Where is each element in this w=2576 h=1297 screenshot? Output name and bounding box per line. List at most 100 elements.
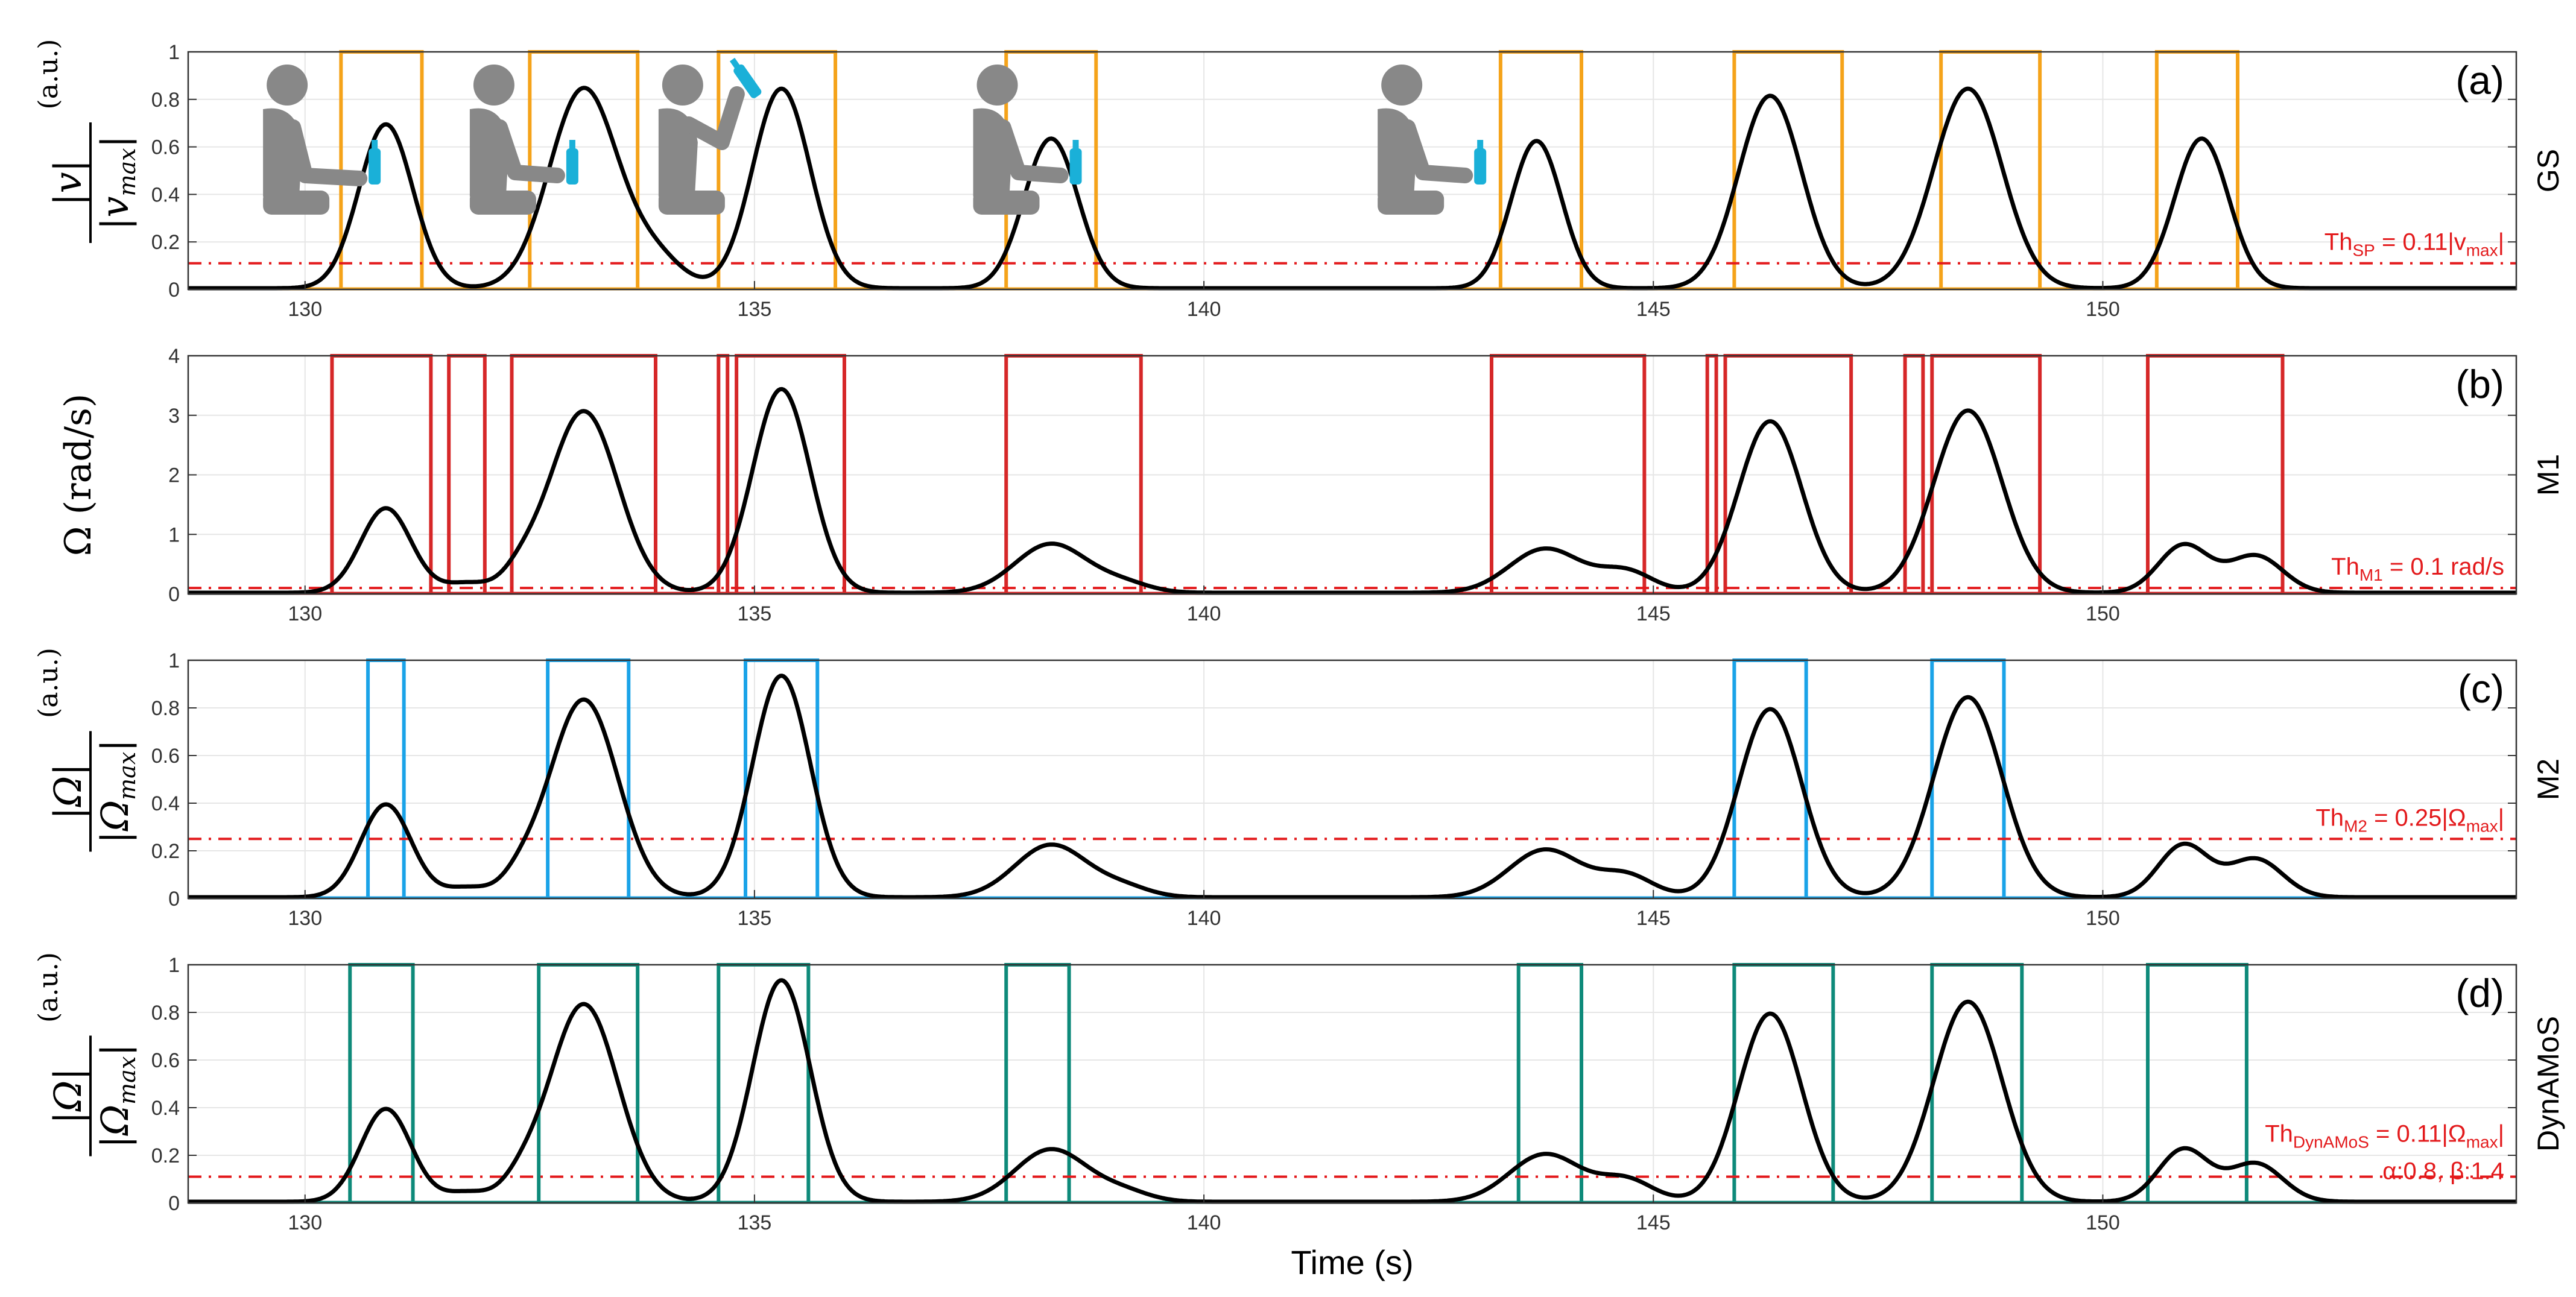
ytick-label: 0.8	[151, 697, 180, 720]
x-axis-label: Time (s)	[1291, 1243, 1413, 1281]
person-arm	[1400, 119, 1473, 183]
text-span: |	[2498, 1121, 2504, 1147]
text-span: |	[2498, 804, 2504, 831]
text-span: = 0.11|Ω	[2369, 1121, 2466, 1147]
xtick-label: 135	[738, 1211, 772, 1234]
panel-method-label: M2	[2531, 759, 2565, 800]
bottle-cap	[569, 140, 575, 150]
ytick-label: 1	[168, 523, 180, 546]
threshold-label: ThM2 = 0.25|Ωmax|	[2315, 804, 2504, 835]
axes-frame	[187, 51, 2517, 291]
xtick-label: 140	[1187, 907, 1221, 930]
xtick-label: 140	[1187, 1211, 1221, 1234]
bottle-body	[1474, 148, 1487, 185]
text-span: Th	[2331, 554, 2359, 580]
threshold-params-label: α:0.8, β:1.4	[2382, 1158, 2504, 1185]
y-axis-denominator: |vmax|	[93, 136, 141, 230]
threshold-label: ThM1 = 0.1 rad/s	[2331, 554, 2504, 584]
panel-method-label: DynAMoS	[2531, 1016, 2565, 1152]
bottle-icon	[566, 140, 578, 185]
panel-label: (a)	[2455, 58, 2504, 103]
person-head	[473, 65, 514, 106]
panel-label: (c)	[2458, 666, 2504, 711]
ytick-label: 0	[168, 1192, 180, 1215]
y-axis-unit: (a.u.)	[33, 648, 64, 718]
text-span: max	[114, 752, 141, 800]
xtick-label: 145	[1636, 907, 1671, 930]
y-axis-numerator: |Ω|	[46, 763, 90, 819]
ytick-label: 4	[168, 345, 180, 368]
ytick-label: 1	[168, 41, 180, 64]
panel-method-label: M1	[2531, 454, 2565, 496]
xtick-label: 150	[2086, 1211, 2120, 1234]
y-axis-numerator: |Ω|	[46, 1068, 90, 1124]
text-span: = 0.25|Ω	[2367, 804, 2466, 831]
text-span: Th	[2315, 804, 2344, 831]
text-span: |Ω	[93, 800, 137, 844]
y-axis-denominator: |Ωmax|	[93, 1044, 141, 1148]
xtick-label: 135	[738, 298, 772, 321]
bottle-icon	[1474, 140, 1487, 185]
text-span: = 0.1 rad/s	[2383, 554, 2504, 580]
bottle-body	[566, 148, 578, 185]
ytick-label: 3	[168, 405, 180, 428]
person-hold-icon	[469, 65, 578, 215]
ytick-label: 0.8	[151, 1002, 180, 1024]
y-axis-denominator: |Ωmax|	[93, 739, 141, 844]
ytick-label: 0.4	[151, 1097, 180, 1120]
xtick-label: 130	[288, 298, 322, 321]
xtick-label: 130	[288, 1211, 322, 1234]
text-span: |v	[93, 197, 137, 230]
ytick-label: 0	[168, 583, 180, 606]
y-axis-label: |Ω||Ωmax|(a.u.)	[33, 952, 141, 1157]
person-arm	[492, 119, 565, 183]
text-span: |	[93, 136, 137, 148]
ytick-label: 0.4	[151, 183, 180, 206]
text-span: max	[2466, 241, 2498, 260]
person-head	[662, 65, 703, 106]
axes-frame	[187, 964, 2517, 1204]
xtick-label: 135	[738, 907, 772, 930]
person-head	[267, 65, 308, 106]
ytick-label: 0.6	[151, 136, 180, 159]
bottle-cap	[1072, 140, 1079, 150]
panel-method-label: GS	[2531, 149, 2565, 192]
person-reach-icon	[263, 65, 381, 215]
y-axis-fraction: |Ω||Ωmax|(a.u.)	[33, 648, 141, 852]
xtick-label: 145	[1636, 298, 1671, 321]
y-axis-fraction: |Ω||Ωmax|(a.u.)	[33, 952, 141, 1157]
text-span: SP	[2352, 241, 2375, 260]
text-span: |	[93, 1044, 137, 1056]
text-span: max	[2466, 816, 2498, 835]
xtick-label: 135	[738, 602, 772, 625]
y-axis-label-text: Ω (rad/s)	[57, 394, 100, 557]
ytick-label: 0.8	[151, 89, 180, 112]
ytick-label: 0.2	[151, 1144, 180, 1167]
person-head	[976, 65, 1018, 106]
ytick-label: 0.2	[151, 231, 180, 254]
text-span: max	[114, 148, 141, 196]
text-span: DynAMoS	[2293, 1133, 2369, 1152]
xtick-label: 145	[1636, 1211, 1671, 1234]
person-lap	[263, 191, 330, 215]
text-span: |	[93, 739, 137, 752]
xtick-label: 150	[2086, 298, 2120, 321]
text-span: |Ω	[93, 1105, 137, 1148]
signal-line	[188, 978, 2517, 1204]
xtick-label: 150	[2086, 602, 2120, 625]
ytick-label: 1	[168, 649, 180, 672]
ytick-label: 0.6	[151, 1049, 180, 1072]
signal-line	[188, 387, 2517, 595]
axes-frame	[187, 659, 2517, 900]
y-axis-label: Ω (rad/s)	[57, 394, 100, 557]
ytick-label: 2	[168, 464, 180, 487]
xtick-label: 130	[288, 907, 322, 930]
person-arm	[285, 119, 368, 186]
person-head	[1381, 65, 1423, 106]
ytick-label: 0.4	[151, 792, 180, 815]
person-rest-icon	[1378, 65, 1487, 215]
person-lap	[658, 191, 725, 215]
